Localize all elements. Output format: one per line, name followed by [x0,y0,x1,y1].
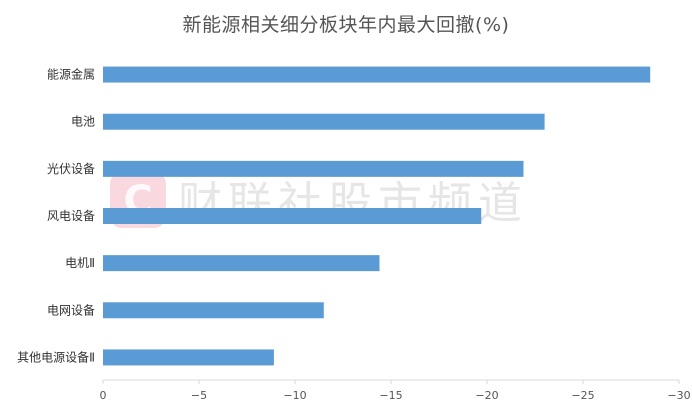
x-tick-label: −10 [283,389,306,402]
x-axis-ticks: 0 −5 −10 −15 −20 −25 −30 [100,380,691,402]
bar-2 [103,160,524,177]
category-label: 其他电源设备Ⅱ [17,350,95,364]
bars-group [103,66,651,366]
bar-5 [103,302,324,319]
category-label: 电网设备 [47,303,95,317]
category-label: 能源金属 [47,67,95,82]
category-label: 电池 [71,115,95,129]
category-label: 风电设备 [47,209,95,223]
x-tick-label: −15 [379,389,402,402]
x-tick-label: −20 [475,389,498,402]
category-label: 光伏设备 [47,162,95,176]
x-tick-label: 0 [100,389,107,402]
category-label: 电机Ⅱ [65,256,95,270]
x-tick-label: −30 [667,389,690,402]
x-tick-label: −5 [191,389,207,402]
bar-1 [103,113,545,130]
bar-6 [103,349,274,366]
bar-0 [103,66,651,83]
x-tick-label: −25 [571,389,594,402]
bar-4 [103,255,380,272]
chart-title: 新能源相关细分板块年内最大回撤(%) [182,14,510,36]
bar-3 [103,208,482,224]
